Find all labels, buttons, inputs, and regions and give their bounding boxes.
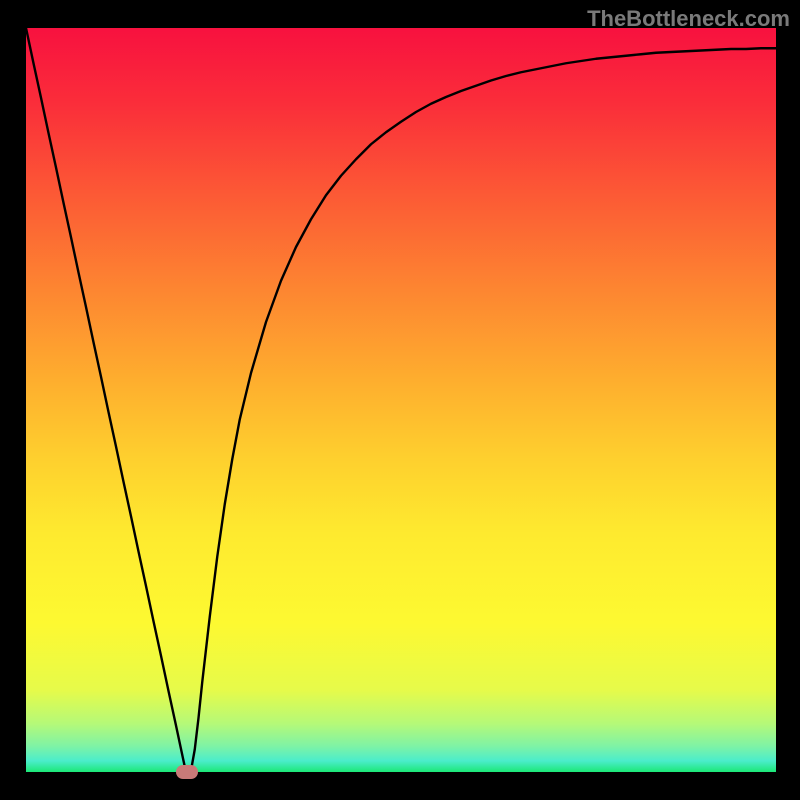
optimum-marker [176,765,198,779]
plot-area [26,28,776,772]
chart-frame: TheBottleneck.com [0,0,800,800]
curve-line [26,28,776,778]
watermark-text: TheBottleneck.com [587,6,790,32]
